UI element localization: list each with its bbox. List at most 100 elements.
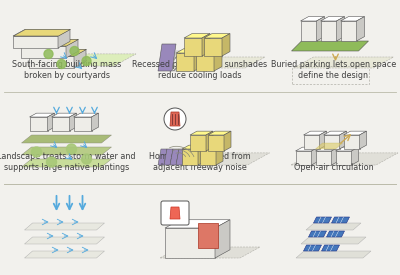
Polygon shape <box>29 54 136 66</box>
Polygon shape <box>292 41 368 51</box>
Circle shape <box>66 144 76 154</box>
Polygon shape <box>320 16 344 21</box>
Polygon shape <box>356 16 364 41</box>
Polygon shape <box>291 153 398 165</box>
Polygon shape <box>208 131 231 135</box>
Polygon shape <box>316 147 338 151</box>
Polygon shape <box>336 16 344 41</box>
Polygon shape <box>316 143 342 149</box>
Polygon shape <box>70 113 76 131</box>
Polygon shape <box>296 251 371 258</box>
Polygon shape <box>165 57 265 68</box>
Polygon shape <box>340 131 346 149</box>
Polygon shape <box>198 145 205 165</box>
Polygon shape <box>160 247 260 258</box>
Text: Landscape treats storm water and
supports large native plantings: Landscape treats storm water and support… <box>0 152 136 172</box>
Polygon shape <box>176 53 194 71</box>
Polygon shape <box>184 38 202 56</box>
Polygon shape <box>332 217 350 223</box>
Polygon shape <box>190 135 206 151</box>
Polygon shape <box>21 39 78 46</box>
Polygon shape <box>190 131 213 135</box>
Polygon shape <box>304 131 326 135</box>
Polygon shape <box>24 251 104 258</box>
Polygon shape <box>66 39 78 58</box>
Polygon shape <box>224 131 231 151</box>
Polygon shape <box>206 131 213 151</box>
Polygon shape <box>306 223 361 230</box>
Polygon shape <box>21 46 66 58</box>
Polygon shape <box>336 151 352 165</box>
Circle shape <box>164 108 186 130</box>
Polygon shape <box>196 53 214 71</box>
Polygon shape <box>184 34 210 38</box>
Polygon shape <box>320 21 336 41</box>
Polygon shape <box>164 149 173 165</box>
Text: Open-air circulation: Open-air circulation <box>294 163 373 172</box>
Polygon shape <box>29 50 86 56</box>
Polygon shape <box>74 113 98 117</box>
Polygon shape <box>324 131 346 135</box>
Circle shape <box>44 50 53 59</box>
Polygon shape <box>22 147 112 155</box>
Polygon shape <box>194 49 202 71</box>
Polygon shape <box>308 231 326 237</box>
Polygon shape <box>198 223 218 248</box>
Polygon shape <box>320 131 326 149</box>
Polygon shape <box>158 44 176 71</box>
Polygon shape <box>30 117 48 131</box>
Polygon shape <box>162 153 270 165</box>
Polygon shape <box>222 34 230 56</box>
Polygon shape <box>30 113 54 117</box>
Polygon shape <box>52 113 76 117</box>
Polygon shape <box>165 220 230 228</box>
Polygon shape <box>92 113 98 131</box>
Polygon shape <box>176 149 185 165</box>
FancyBboxPatch shape <box>161 201 189 225</box>
Text: South-facing building mass
broken by courtyards: South-facing building mass broken by cou… <box>12 60 121 80</box>
Polygon shape <box>344 131 366 135</box>
Polygon shape <box>170 207 180 219</box>
Polygon shape <box>74 50 86 68</box>
Polygon shape <box>352 147 358 165</box>
Circle shape <box>57 59 66 68</box>
Polygon shape <box>24 223 104 230</box>
Polygon shape <box>182 145 205 149</box>
Polygon shape <box>200 149 216 165</box>
Polygon shape <box>196 49 222 53</box>
Polygon shape <box>202 34 210 56</box>
Polygon shape <box>340 16 364 21</box>
Polygon shape <box>208 135 224 151</box>
Polygon shape <box>52 117 70 131</box>
Circle shape <box>82 154 92 164</box>
Polygon shape <box>165 228 215 258</box>
Polygon shape <box>214 49 222 71</box>
Polygon shape <box>29 56 74 68</box>
Polygon shape <box>326 231 344 237</box>
Polygon shape <box>13 36 58 48</box>
Polygon shape <box>48 113 54 131</box>
Polygon shape <box>170 149 179 165</box>
Polygon shape <box>304 135 320 149</box>
Polygon shape <box>304 245 322 251</box>
Circle shape <box>70 46 79 56</box>
Polygon shape <box>312 147 318 165</box>
Polygon shape <box>322 245 340 251</box>
Polygon shape <box>300 16 324 21</box>
Polygon shape <box>24 237 104 244</box>
Polygon shape <box>316 16 324 41</box>
Polygon shape <box>14 29 70 36</box>
Polygon shape <box>324 135 340 149</box>
Polygon shape <box>344 135 360 149</box>
Polygon shape <box>30 50 86 56</box>
Polygon shape <box>314 217 332 223</box>
Polygon shape <box>22 135 112 143</box>
Text: Homes are shielded from
adjacent freeway noise: Homes are shielded from adjacent freeway… <box>149 152 251 172</box>
Polygon shape <box>340 21 356 41</box>
Polygon shape <box>158 149 167 165</box>
Polygon shape <box>204 34 230 38</box>
Text: Recessed porches and sunshades
reduce cooling loads: Recessed porches and sunshades reduce co… <box>132 60 268 80</box>
Polygon shape <box>300 21 316 41</box>
Polygon shape <box>176 49 202 53</box>
Polygon shape <box>296 151 312 165</box>
